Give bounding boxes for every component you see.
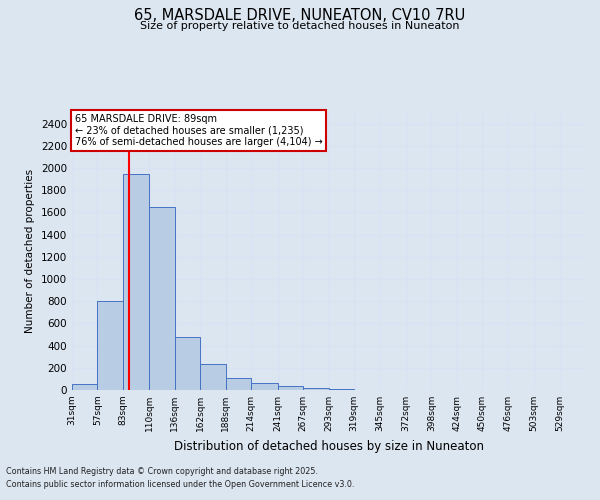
Bar: [123, 174, 149, 390]
Text: Contains HM Land Registry data © Crown copyright and database right 2025.: Contains HM Land Registry data © Crown c…: [6, 468, 318, 476]
Text: 65 MARSDALE DRIVE: 89sqm
← 23% of detached houses are smaller (1,235)
76% of sem: 65 MARSDALE DRIVE: 89sqm ← 23% of detach…: [74, 114, 322, 147]
Y-axis label: Number of detached properties: Number of detached properties: [25, 169, 35, 334]
Text: Size of property relative to detached houses in Nuneaton: Size of property relative to detached ho…: [140, 21, 460, 31]
Bar: [149, 207, 175, 390]
Bar: [329, 389, 354, 390]
Bar: [200, 364, 226, 390]
Bar: [97, 301, 123, 390]
Text: Contains public sector information licensed under the Open Government Licence v3: Contains public sector information licen…: [6, 480, 355, 489]
Text: 65, MARSDALE DRIVE, NUNEATON, CV10 7RU: 65, MARSDALE DRIVE, NUNEATON, CV10 7RU: [134, 8, 466, 22]
Bar: [226, 378, 251, 390]
X-axis label: Distribution of detached houses by size in Nuneaton: Distribution of detached houses by size …: [173, 440, 484, 452]
Bar: [175, 336, 200, 390]
Bar: [72, 384, 97, 390]
Bar: [303, 388, 329, 390]
Bar: [278, 386, 303, 390]
Bar: [251, 384, 278, 390]
